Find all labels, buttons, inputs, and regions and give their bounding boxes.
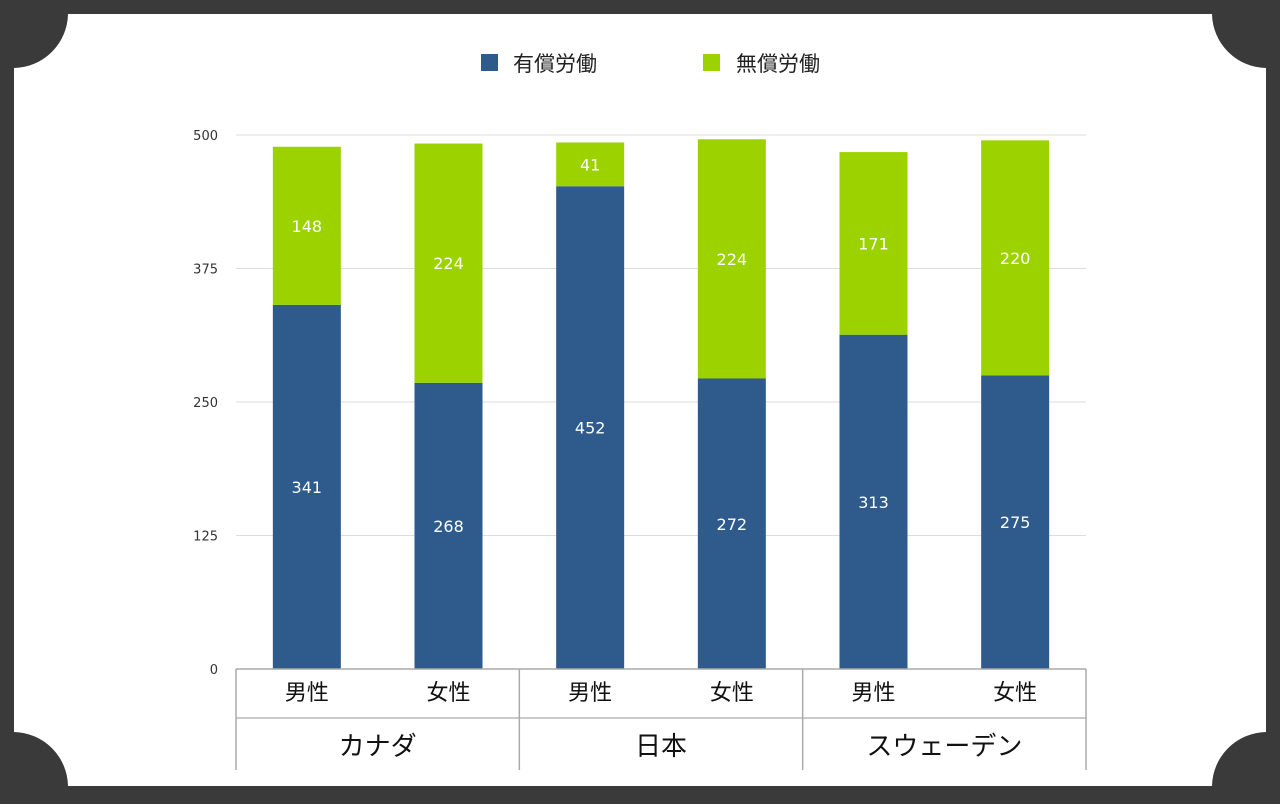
- data-label-unpaid: 41: [580, 155, 600, 174]
- bar-unpaid: [981, 140, 1050, 376]
- group-label: カナダ: [339, 732, 417, 762]
- bar-paid: [272, 304, 341, 669]
- y-tick-label: 250: [193, 396, 218, 411]
- legend-swatch-paid: [481, 54, 498, 71]
- bar-unpaid: [839, 152, 908, 335]
- data-label-paid: 272: [717, 515, 748, 534]
- legend-swatch-unpaid: [703, 54, 720, 71]
- x-tick-label: 女性: [426, 681, 470, 706]
- x-tick-label: 女性: [710, 681, 754, 706]
- x-tick-label: 男性: [285, 681, 329, 706]
- data-label-unpaid: 148: [292, 217, 323, 236]
- legend-label-unpaid: 無償労働: [736, 52, 820, 76]
- legend: 有償労働 無償労働: [481, 52, 820, 76]
- bars: 341 148 268 224 452 41 272 224 313 171 275 220: [272, 139, 1050, 669]
- bar-unpaid: [556, 142, 625, 187]
- bar-unpaid: [272, 146, 341, 305]
- bar-paid: [697, 378, 766, 669]
- y-tick-label: 375: [193, 263, 218, 278]
- y-tick-label: 0: [210, 663, 218, 678]
- bar-paid: [414, 382, 483, 669]
- data-label-unpaid: 220: [1000, 249, 1031, 268]
- bar-paid: [981, 375, 1050, 669]
- x-tick-label: 男性: [568, 681, 612, 706]
- x-tick-label: 男性: [851, 681, 895, 706]
- y-tick-label: 500: [193, 129, 218, 144]
- bar-unpaid: [414, 143, 483, 383]
- legend-label-paid: 有償労働: [513, 52, 597, 76]
- y-tick-label: 125: [193, 530, 218, 545]
- bar-unpaid: [697, 139, 766, 379]
- data-label-paid: 341: [292, 478, 323, 497]
- data-label-paid: 268: [433, 517, 464, 536]
- bar-paid: [839, 334, 908, 669]
- group-label: 日本: [635, 732, 687, 762]
- gridlines: [236, 134, 1086, 536]
- group-label: スウェーデン: [866, 732, 1022, 762]
- data-label-unpaid: 224: [433, 254, 464, 273]
- data-label-paid: 313: [858, 493, 889, 512]
- data-label-paid: 452: [575, 419, 606, 438]
- x-tick-label: 女性: [993, 681, 1037, 706]
- y-axis: 0 125 250 375 500: [193, 129, 218, 678]
- data-label-paid: 275: [1000, 513, 1031, 532]
- data-label-unpaid: 171: [858, 234, 889, 253]
- data-label-unpaid: 224: [717, 250, 748, 269]
- bar-paid: [556, 186, 625, 669]
